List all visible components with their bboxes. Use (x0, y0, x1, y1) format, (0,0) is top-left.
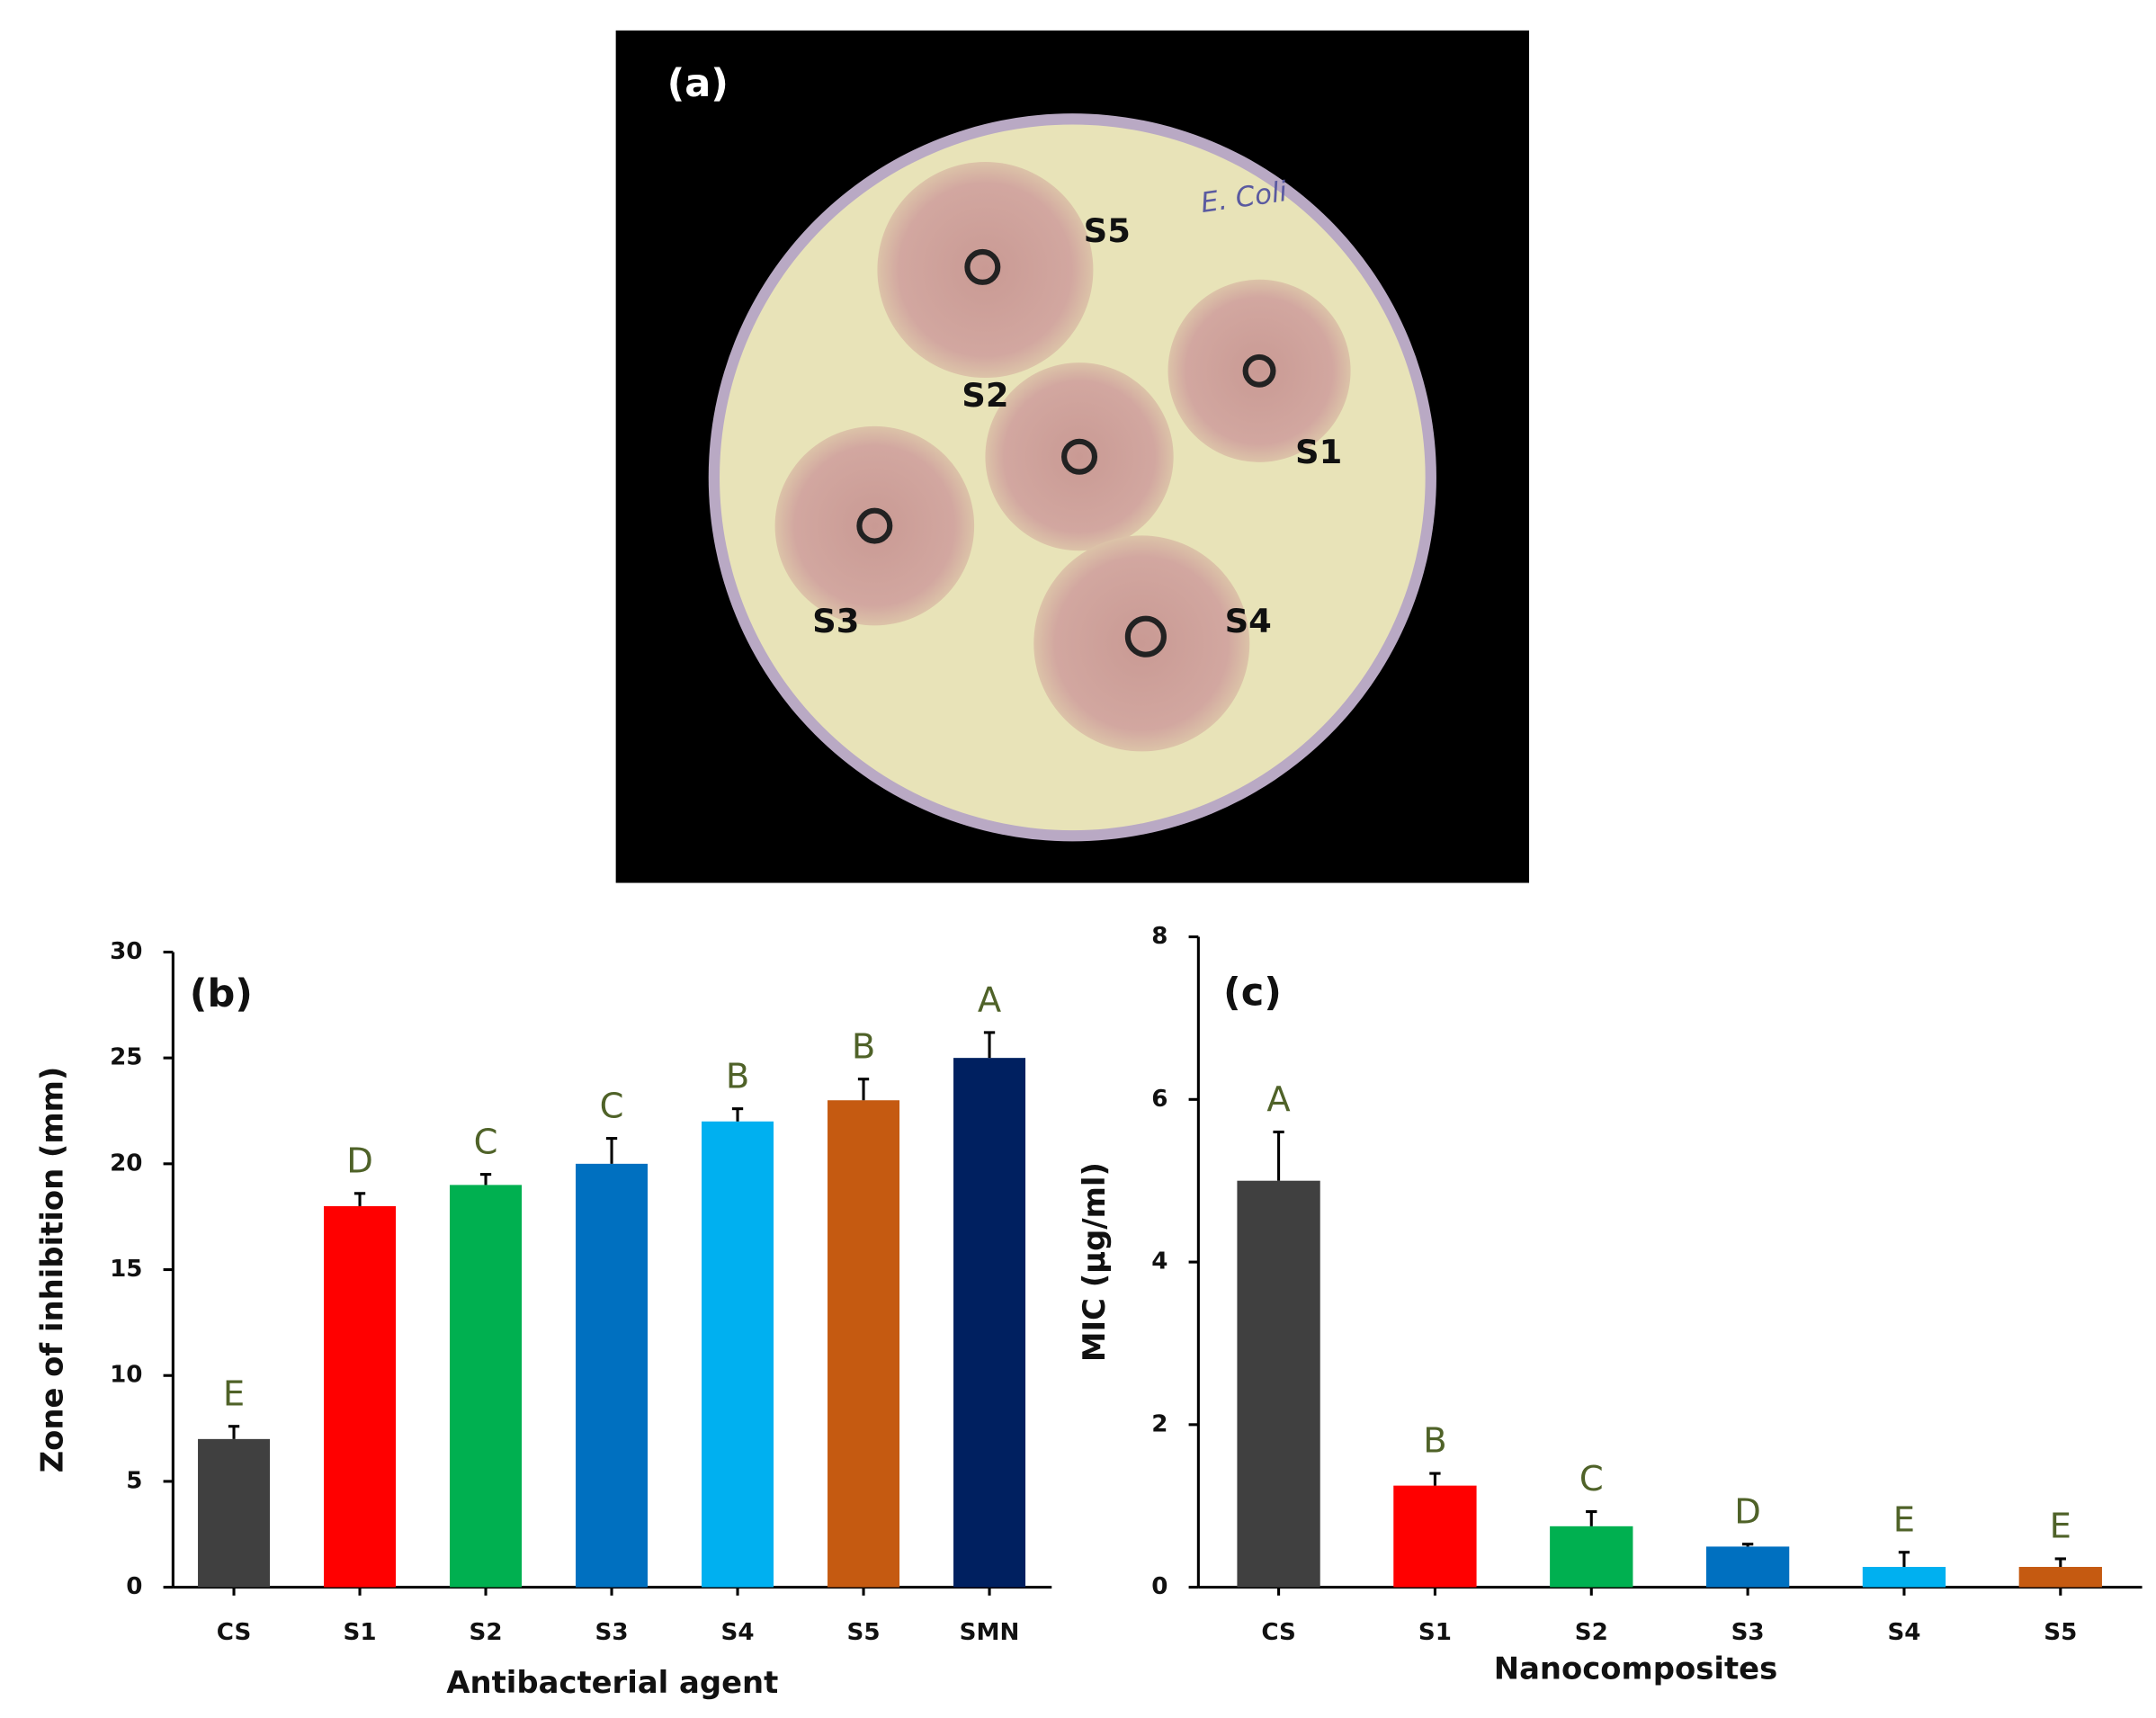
significance-label: A (1266, 1079, 1290, 1120)
significance-label: C (1579, 1459, 1604, 1499)
y-axis-title: Zone of inhibition (mm) (35, 1067, 70, 1473)
y-tick-label: 8 (1151, 923, 1167, 950)
bar (576, 1163, 649, 1588)
y-tick-label: 0 (126, 1573, 142, 1600)
x-tick-label: S1 (344, 1619, 377, 1646)
significance-label: A (978, 980, 1001, 1021)
significance-label: E (1893, 1499, 1915, 1540)
zone (1033, 535, 1250, 752)
well-label: S5 (1084, 211, 1131, 250)
y-tick-label: 0 (1151, 1573, 1167, 1600)
x-tick-label: CS (1261, 1619, 1296, 1646)
significance-label: D (346, 1141, 373, 1181)
significance-label: E (223, 1374, 245, 1414)
y-tick-label: 5 (126, 1467, 142, 1494)
x-tick-label: S5 (2044, 1619, 2077, 1646)
bar (702, 1121, 774, 1588)
wells (856, 248, 1276, 658)
significance-label: B (852, 1026, 875, 1067)
y-tick-label: 4 (1151, 1248, 1167, 1275)
bar (1550, 1526, 1633, 1588)
bar (1393, 1485, 1477, 1588)
x-axis-title: Antibacterial agent (446, 1665, 778, 1700)
significance-label: D (1734, 1491, 1761, 1532)
x-axis-title: Nanocomposites (1494, 1651, 1777, 1686)
y-axis-title: MIC (µg/ml) (1077, 1162, 1112, 1362)
bar (1705, 1546, 1790, 1588)
bar (1862, 1567, 1946, 1588)
panel-label: (a) (667, 61, 729, 106)
x-tick-label: S5 (847, 1619, 881, 1646)
significance-label: E (2050, 1507, 2071, 1547)
well-label: S2 (962, 376, 1008, 415)
bar (450, 1185, 523, 1588)
zone (985, 362, 1174, 551)
bar (2018, 1567, 2102, 1588)
y-tick-label: 6 (1151, 1086, 1167, 1113)
y-tick-label: 15 (110, 1256, 142, 1283)
well-label: S3 (812, 602, 859, 640)
zone (877, 162, 1094, 378)
significance-label: C (474, 1122, 498, 1162)
photo-panel: (a) E. Coli S5 S2 S1 S3 S4 (615, 30, 1530, 883)
y-tick-label: 20 (110, 1150, 142, 1177)
x-tick-label: SMN (960, 1619, 1020, 1646)
significance-label: C (600, 1086, 624, 1126)
bar (324, 1205, 397, 1588)
bar (953, 1058, 1026, 1588)
x-tick-label: S2 (1575, 1619, 1608, 1646)
well-label: S4 (1225, 602, 1272, 640)
significance-label: B (1423, 1421, 1446, 1462)
zone (774, 425, 975, 626)
bar (1237, 1180, 1320, 1588)
y-tick-label: 10 (110, 1362, 142, 1389)
y-tick-label: 30 (110, 938, 142, 965)
bar (828, 1100, 900, 1588)
significance-label: B (726, 1056, 749, 1096)
y-tick-label: 25 (110, 1044, 142, 1071)
x-tick-label: S3 (595, 1619, 629, 1646)
x-tick-label: S1 (1418, 1619, 1452, 1646)
x-tick-label: S4 (1887, 1619, 1920, 1646)
x-tick-label: CS (217, 1619, 251, 1646)
zone (1167, 279, 1351, 462)
well-label: S1 (1295, 433, 1342, 471)
panel-label: (c) (1223, 971, 1282, 1016)
panel-label: (b) (190, 971, 253, 1016)
x-tick-label: S2 (470, 1619, 503, 1646)
y-tick-label: 2 (1151, 1410, 1167, 1437)
x-tick-label: S3 (1731, 1619, 1765, 1646)
bar (198, 1438, 271, 1588)
x-tick-label: S4 (721, 1619, 755, 1646)
